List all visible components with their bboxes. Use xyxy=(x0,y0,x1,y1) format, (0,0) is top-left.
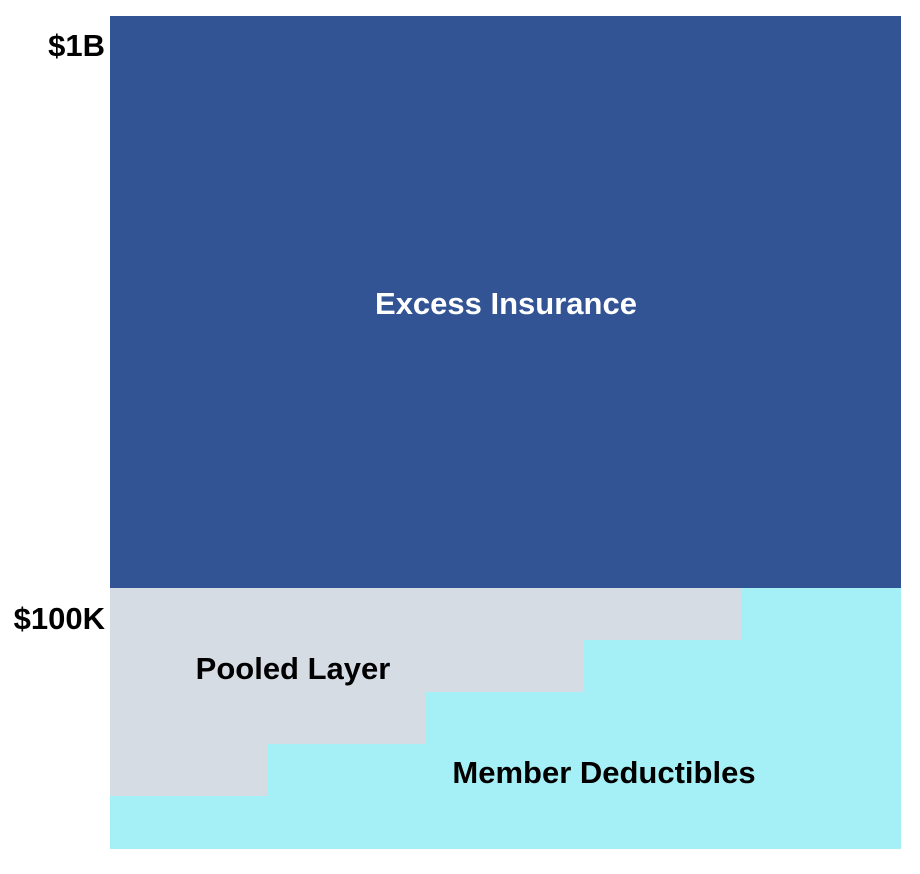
excess-insurance-label: Excess Insurance xyxy=(375,286,637,321)
risk-layer-svg: Excess Insurance Pooled Layer Member Ded… xyxy=(110,16,901,849)
risk-layer-diagram: Excess Insurance Pooled Layer Member Ded… xyxy=(110,16,901,849)
axis-label-1b: $1B xyxy=(48,28,105,63)
pooled-layer-label: Pooled Layer xyxy=(196,651,391,686)
excess-insurance-layer xyxy=(110,16,901,588)
member-deductibles-label: Member Deductibles xyxy=(452,755,755,790)
axis-label-100k: $100K xyxy=(13,601,105,636)
pooled-layer xyxy=(110,588,742,796)
